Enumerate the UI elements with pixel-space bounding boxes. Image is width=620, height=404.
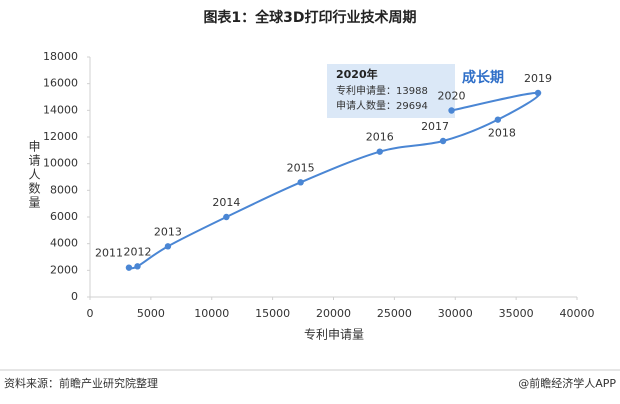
y-tick-label: 16000 [43,77,78,90]
point-label: 2012 [123,245,151,258]
y-axis-label: 申请人数量 [27,140,41,210]
y-tick-label: 0 [71,290,78,303]
point [494,116,502,123]
series-line [128,91,541,270]
x-tick-label: 10000 [194,307,229,320]
point [439,137,447,145]
annotation-line: 专利申请量：13988 [336,84,428,97]
point [125,264,133,271]
footer-source: 资料来源：前瞻产业研究院整理 [4,376,158,390]
x-tick-label: 20000 [316,307,351,320]
point [297,179,304,186]
x-tick-label: 0 [87,307,94,320]
point-label: 2016 [366,131,394,144]
x-axis-label: 专利申请量 [304,327,364,342]
chart-title: 图表1：全球3D打印行业技术周期 [203,9,416,26]
x-tick-label: 5000 [137,307,165,320]
annotation-line: 申请人数量：29694 [336,99,428,112]
point-label: 2014 [212,196,240,209]
x-tick-label: 35000 [499,307,534,320]
annotation-title: 2020年 [336,67,378,81]
y-tick-label: 14000 [43,103,78,116]
x-tick-label: 15000 [255,307,290,320]
point [223,213,230,221]
point-label: 2018 [488,127,516,140]
x-tick-label: 40000 [560,307,595,320]
y-tick-label: 4000 [50,237,78,250]
y-tick-label: 2000 [50,263,78,276]
y-tick-label: 18000 [43,50,78,63]
point [164,243,172,250]
x-tick-label: 25000 [377,307,412,320]
point [134,263,141,270]
annotation-box [327,64,455,118]
y-tick-label: 6000 [50,210,78,223]
footer-brand: @前瞻经济学人APP [518,376,616,390]
point [376,148,383,155]
x-tick-label: 30000 [438,307,473,320]
point-label: 2011 [95,247,123,260]
y-tick-label: 8000 [50,183,78,196]
point [534,89,542,97]
y-tick-label: 10000 [43,157,78,170]
point-label: 2020 [438,89,466,102]
point-label: 2019 [524,72,552,85]
point-label: 2017 [421,120,449,133]
point-label: 2015 [287,161,315,174]
point-label: 2013 [154,225,182,238]
point [448,107,455,114]
y-tick-label: 12000 [43,130,78,143]
stage-label: 成长期 [462,69,504,86]
